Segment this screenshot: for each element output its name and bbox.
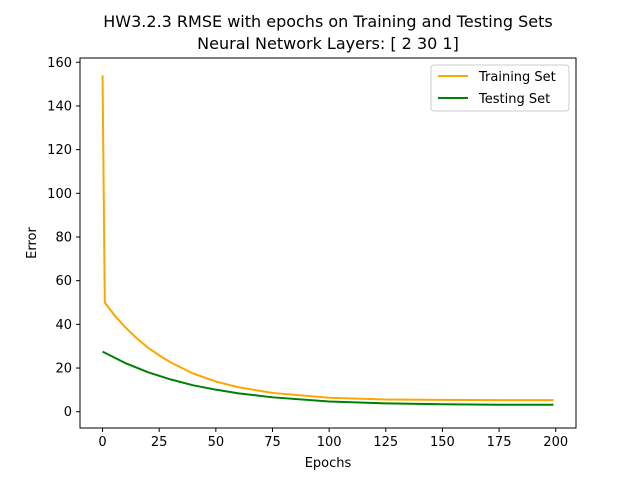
legend-label-testing-set: Testing Set <box>478 92 550 107</box>
x-tick-label: 50 <box>208 435 225 450</box>
y-tick-label: 80 <box>55 230 72 245</box>
series-line-testing-set <box>102 350 554 406</box>
x-tick-label: 125 <box>373 435 398 450</box>
x-tick-label: 0 <box>98 435 106 450</box>
y-axis-label: Error <box>25 227 40 259</box>
y-tick-label: 140 <box>47 99 72 114</box>
axes-frame <box>79 57 577 429</box>
x-tick-label: 200 <box>543 435 568 450</box>
series-lines <box>101 75 554 406</box>
x-tick-label: 25 <box>151 435 168 450</box>
y-tick-label: 120 <box>47 143 72 158</box>
x-axis-ticks: 0 25 50 75 100 125 150 175 200 <box>98 428 568 450</box>
chart-subtitle: Neural Network Layers: [ 2 30 1] <box>197 34 459 53</box>
y-tick-label: 100 <box>47 187 72 202</box>
x-tick-label: 150 <box>430 435 455 450</box>
y-axis-ticks: 0 20 40 60 80 100 120 140 160 <box>47 56 80 420</box>
x-tick-label: 175 <box>487 435 512 450</box>
legend-label-training-set: Training Set <box>478 70 556 85</box>
y-tick-label: 60 <box>55 274 72 289</box>
chart-title: HW3.2.3 RMSE with epochs on Training and… <box>103 12 552 31</box>
y-tick-label: 20 <box>55 362 72 377</box>
x-axis-label: Epochs <box>305 456 352 471</box>
x-tick-label: 100 <box>317 435 342 450</box>
y-tick-label: 40 <box>55 318 72 333</box>
x-tick-label: 75 <box>264 435 281 450</box>
plot-area: 0 25 50 75 100 125 150 175 200 0 20 40 60 80 100 120 14… <box>47 56 577 450</box>
legend: Training Set Testing Set <box>430 64 570 112</box>
series-line-training-set <box>101 75 554 402</box>
y-tick-label: 160 <box>47 56 72 71</box>
y-tick-label: 0 <box>64 405 72 420</box>
